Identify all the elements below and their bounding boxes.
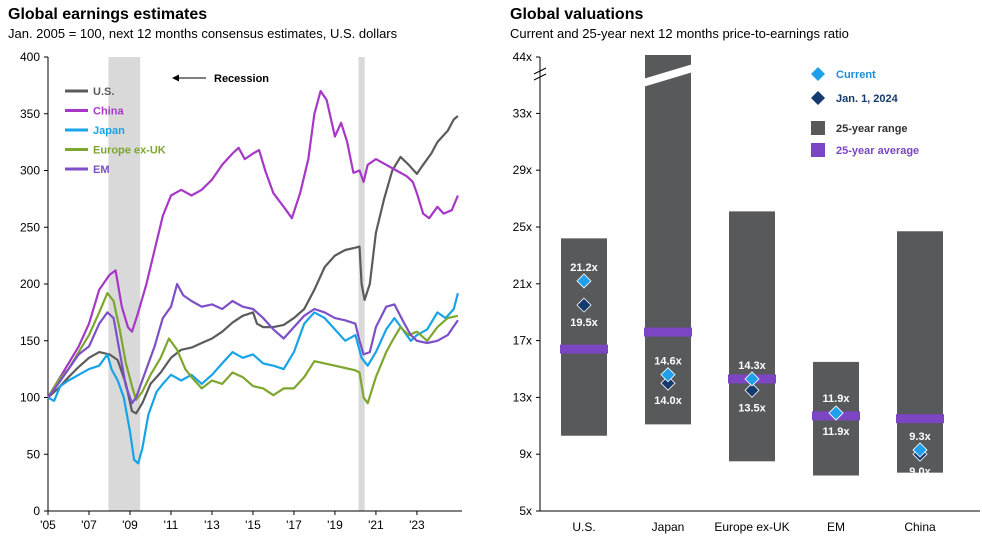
range-bar-4 [897,231,943,473]
valuations-chart-subtitle: Current and 25-year next 12 months price… [510,26,849,41]
current-value-label-1: 14.6x [654,356,682,368]
axis-break-mark [533,73,547,81]
series-line-em [47,282,459,405]
y-tick-label: 13x [513,390,532,404]
legend-current-label: Current [836,69,876,81]
jan2024-value-label-0: 19.5x [570,317,598,329]
x-tick-label: '15 [245,518,261,532]
legend-average-swatch [811,143,825,157]
category-label-2: Europe ex-UK [714,520,789,534]
legend-label-0: U.S. [93,86,114,98]
x-tick-label: '05 [40,518,56,532]
legend-label-3: Europe ex-UK [93,145,166,157]
jan2024-value-label-2: 13.5x [738,402,766,414]
recession-arrow-icon [172,74,179,82]
earnings-line-chart: 0 50 100 150 200 250 300 350 400 '05 '07 '09 '11 '13 '… [20,50,462,532]
legend-label-1: China [93,106,124,118]
current-marker-4 [912,442,928,458]
x-tick-label: '11 [164,518,179,532]
y-tick-label: 300 [20,164,40,178]
category-label-0: U.S. [572,520,595,534]
y-tick-label: 29x [513,163,532,177]
current-marker-0 [576,273,592,289]
legend-label-4: EM [93,164,110,176]
legend-current-icon [811,67,825,81]
y-tick-label: 25x [513,220,532,234]
earnings-chart-title: Global earnings estimates [8,6,208,23]
y-tick-label: 33x [513,106,532,120]
jan2024-value-label-4: 9.0x [909,466,931,478]
x-tick-label: '13 [204,518,220,532]
legend-range-swatch [811,121,825,135]
jan2024-marker-0 [576,297,592,313]
legend-jan2024-label: Jan. 1, 2024 [836,93,899,105]
y-tick-label: 200 [20,277,40,291]
jan2024-marker-1 [660,375,676,391]
average-band-4 [896,414,944,424]
y-tick-label: 350 [20,107,40,121]
x-tick-label: '19 [327,518,343,532]
y-tick-label: 400 [20,50,40,64]
y-tick-label: 21x [513,277,532,291]
valuations-bar-chart: 5x 9x 13x 17x 21x 25x 29x 33x 44x 21.2x 19.5x U.S. 1… [513,50,980,534]
y-tick-label: 50 [27,447,41,461]
current-value-label-4: 9.3x [909,431,931,443]
series-line-japan [47,292,459,465]
earnings-chart-subtitle: Jan. 2005 = 100, next 12 months consensu… [8,26,398,41]
average-band-1 [644,327,692,337]
valuations-chart-title: Global valuations [510,6,644,23]
y-tick-label: 17x [513,334,532,348]
range-bar-2 [729,211,775,462]
legend-average-label: 25-year average [836,145,919,157]
current-marker-2 [744,371,760,387]
category-label-3: EM [827,520,845,534]
x-tick-label: '23 [409,518,425,532]
series-line-china [47,89,459,399]
current-marker-1 [660,367,676,383]
y-break-label: 44x [513,50,532,64]
jan2024-marker-2 [744,382,760,398]
jan2024-value-label-1: 14.0x [654,395,682,407]
axis-break-mark [533,67,547,75]
range-bar-0 [561,238,607,436]
current-value-label-3: 11.9x [823,393,851,405]
legend-range-label: 25-year range [836,123,908,135]
series-line-europe-ex-uk [47,292,459,405]
y-tick-label: 9x [519,447,532,461]
legend-jan2024-icon [811,91,825,105]
current-value-label-2: 14.3x [738,360,766,372]
y-tick-label: 5x [519,504,532,518]
jan2024-value-label-3: 11.9x [823,426,851,438]
x-tick-label: '17 [286,518,302,532]
y-tick-label: 100 [20,391,40,405]
y-tick-label: 150 [20,334,40,348]
range-bar-break [643,64,693,87]
x-tick-label: '21 [368,518,384,532]
current-value-label-0: 21.2x [570,262,598,274]
x-tick-label: '09 [122,518,138,532]
category-label-4: China [904,520,936,534]
y-tick-label: 0 [33,504,40,518]
current-marker-3 [828,405,844,421]
recession-label: Recession [214,73,269,85]
recession-band-0 [108,57,141,511]
y-tick-label: 250 [20,220,40,234]
x-tick-label: '07 [81,518,97,532]
category-label-1: Japan [652,520,685,534]
average-band-0 [560,344,608,354]
legend-label-2: Japan [93,125,125,137]
range-bar-1 [645,55,691,425]
